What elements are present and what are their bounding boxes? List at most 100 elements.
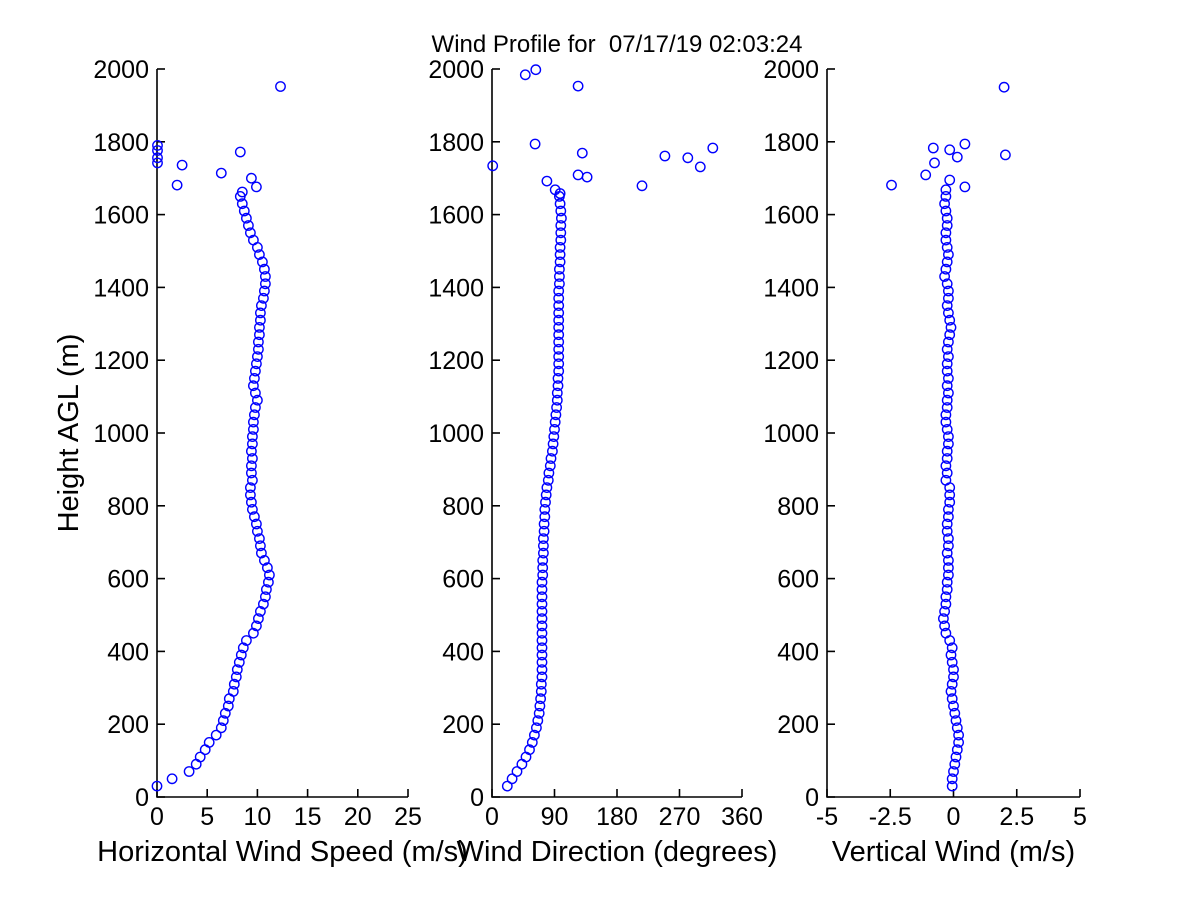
data-point bbox=[246, 474, 258, 486]
y-tick-label: 2000 bbox=[763, 56, 819, 84]
y-axis-ticks: 0 200 400 600 800 1000 1200 1400 1600 1800 2000 bbox=[93, 56, 165, 812]
data-point bbox=[553, 307, 565, 319]
data-point bbox=[943, 336, 954, 348]
data-point bbox=[572, 169, 584, 181]
data-point bbox=[245, 467, 257, 479]
y-tick-label: 800 bbox=[777, 493, 819, 521]
x-tick-label: 180 bbox=[596, 803, 638, 831]
data-point bbox=[940, 234, 952, 246]
data-point bbox=[553, 285, 565, 297]
data-point bbox=[940, 598, 952, 610]
data-point bbox=[536, 649, 548, 661]
data-point bbox=[940, 460, 952, 472]
data-point bbox=[237, 642, 249, 654]
data-point bbox=[941, 445, 953, 457]
data-point bbox=[943, 511, 954, 523]
data-point bbox=[549, 423, 560, 435]
data-point bbox=[555, 205, 567, 217]
chart-title: Wind Profile for 07/17/19 02:03:24 bbox=[431, 31, 803, 58]
data-point bbox=[233, 656, 245, 668]
data-point bbox=[944, 329, 956, 341]
data-point bbox=[530, 64, 542, 76]
data-point bbox=[946, 678, 958, 690]
data-point bbox=[554, 188, 566, 199]
data-point bbox=[535, 678, 547, 690]
data-point bbox=[536, 598, 548, 610]
data-point bbox=[536, 576, 548, 588]
data-point bbox=[943, 372, 954, 384]
data-point bbox=[944, 144, 956, 156]
x-axis-ticks: 0 5 10 15 20 25 bbox=[150, 789, 422, 831]
data-point bbox=[547, 445, 558, 457]
data-point bbox=[236, 186, 248, 198]
data-point bbox=[920, 169, 932, 181]
y-tick-label: 1400 bbox=[428, 274, 484, 302]
data-point bbox=[253, 533, 265, 544]
data-point bbox=[256, 256, 268, 268]
x-tick-label: 360 bbox=[721, 803, 763, 831]
data-point bbox=[946, 693, 958, 705]
data-point bbox=[247, 416, 259, 428]
y-tick-label: 1200 bbox=[93, 347, 149, 375]
data-point bbox=[176, 159, 188, 171]
y-tick-label: 1400 bbox=[93, 274, 149, 302]
data-point bbox=[943, 569, 954, 581]
outlier-points bbox=[487, 64, 719, 199]
data-point bbox=[252, 336, 264, 348]
data-point bbox=[244, 482, 256, 493]
data-point bbox=[939, 271, 950, 282]
data-point bbox=[555, 234, 567, 246]
data-point bbox=[257, 292, 269, 304]
data-point bbox=[538, 525, 550, 537]
y-tick-label: 1800 bbox=[428, 129, 484, 157]
data-point bbox=[941, 380, 953, 392]
data-point bbox=[183, 766, 195, 777]
data-point bbox=[946, 773, 958, 785]
data-point bbox=[250, 358, 262, 370]
y-tick-label: 400 bbox=[107, 638, 149, 666]
data-point bbox=[946, 656, 958, 668]
data-point bbox=[250, 518, 262, 530]
data-point bbox=[951, 722, 963, 734]
data-point bbox=[553, 358, 565, 370]
profile-series bbox=[151, 190, 275, 792]
x-axis-label: Horizontal Wind Speed (m/s) bbox=[97, 836, 468, 868]
data-point bbox=[255, 300, 267, 311]
data-point bbox=[953, 729, 964, 741]
data-point bbox=[240, 635, 252, 646]
data-point bbox=[941, 256, 953, 268]
data-point bbox=[536, 642, 548, 654]
data-point bbox=[258, 263, 270, 275]
data-point bbox=[230, 671, 242, 683]
data-point bbox=[551, 394, 563, 406]
subplot-2: 0 200 400 600 800 1000 1200 1400 1600 1800 2000 0 90… bbox=[428, 56, 777, 868]
data-point bbox=[941, 423, 953, 435]
data-point bbox=[941, 402, 953, 413]
data-point bbox=[152, 157, 163, 169]
data-point bbox=[556, 212, 567, 224]
data-point bbox=[519, 69, 531, 81]
y-tick-label: 1000 bbox=[763, 420, 819, 448]
data-point bbox=[939, 198, 950, 210]
data-point bbox=[533, 707, 545, 719]
y-tick-label: 1600 bbox=[763, 202, 819, 230]
y-tick-label: 200 bbox=[777, 711, 819, 739]
x-axis-label: Wind Direction (degrees) bbox=[457, 836, 778, 868]
data-point bbox=[553, 321, 565, 333]
data-point bbox=[940, 263, 952, 275]
data-point bbox=[944, 489, 956, 501]
x-tick-label: 0 bbox=[485, 803, 499, 831]
data-point bbox=[940, 416, 952, 428]
data-point bbox=[536, 627, 548, 639]
data-point bbox=[537, 555, 549, 566]
data-point bbox=[554, 263, 565, 275]
data-point bbox=[948, 766, 959, 777]
data-point bbox=[535, 686, 547, 697]
data-point bbox=[203, 737, 215, 748]
outlier-points bbox=[152, 81, 286, 198]
y-tick-label: 600 bbox=[107, 566, 149, 594]
data-point bbox=[534, 700, 546, 712]
data-point bbox=[943, 540, 954, 552]
